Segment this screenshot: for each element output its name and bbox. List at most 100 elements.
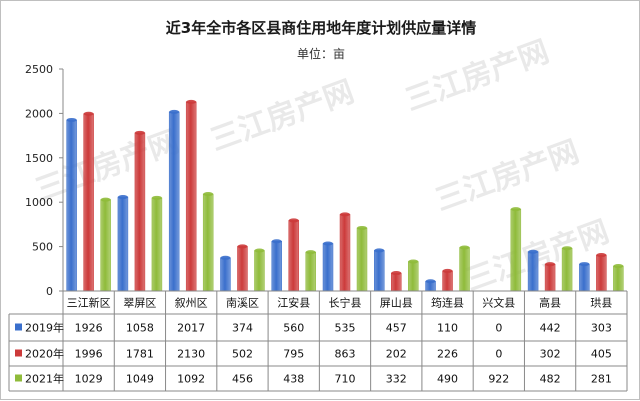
chart-title: 近3年全市各区县商住用地年度计划供应量详情 <box>165 19 477 37</box>
category-label: 屏山县 <box>380 297 413 310</box>
bar-cap <box>459 245 470 250</box>
y-tick-label: 1000 <box>25 196 53 209</box>
bar-cap <box>186 99 197 104</box>
bar <box>374 250 385 292</box>
bar-cap <box>442 268 453 273</box>
bar <box>544 263 556 292</box>
bar-cap <box>151 195 162 200</box>
bar <box>339 214 351 292</box>
table-cell: 795 <box>283 348 304 361</box>
category-label: 高县 <box>539 296 561 310</box>
category-label: 南溪区 <box>226 297 259 310</box>
bar <box>527 251 539 292</box>
bar <box>391 272 402 292</box>
bar-cap <box>288 218 299 223</box>
bar <box>561 247 573 292</box>
legend-swatch <box>15 374 22 382</box>
bar <box>220 257 231 292</box>
table-cell: 302 <box>540 348 561 361</box>
bar-cap <box>562 246 573 251</box>
bar-cap <box>254 248 265 253</box>
table-cell: 202 <box>386 348 407 361</box>
category-label: 长宁县 <box>329 296 362 310</box>
table-cell: 535 <box>335 322 356 335</box>
table-cell: 1996 <box>75 348 103 361</box>
bar-cap <box>305 250 316 255</box>
bar-cap <box>134 130 145 135</box>
bar <box>271 241 282 292</box>
table-cell: 1058 <box>126 322 154 335</box>
table-cell: 303 <box>591 322 612 335</box>
bar <box>117 196 129 292</box>
bar <box>408 261 419 292</box>
bar-cap <box>66 117 77 122</box>
table-cell: 2017 <box>177 322 205 335</box>
table-cell: 110 <box>437 322 458 335</box>
category-label: 兴文县 <box>482 296 515 310</box>
bar-cap <box>510 207 521 212</box>
bar <box>288 220 299 292</box>
bar <box>66 119 77 292</box>
bar <box>134 132 146 292</box>
bar-cap <box>374 248 385 253</box>
y-tick-label: 1500 <box>25 152 53 165</box>
table-cell: 438 <box>283 373 304 386</box>
legend-label: 2021年 <box>25 372 64 386</box>
y-tick-label: 500 <box>32 241 53 254</box>
legend-swatch <box>15 323 22 331</box>
bar <box>579 263 590 292</box>
bar-cap <box>425 279 436 284</box>
bar <box>254 250 265 292</box>
legend-label: 2020年 <box>25 347 64 361</box>
table-cell: 1049 <box>126 373 154 386</box>
legend-swatch <box>15 349 22 357</box>
bar <box>356 227 368 292</box>
bar <box>185 101 197 292</box>
table-cell: 226 <box>437 348 458 361</box>
bar <box>510 208 522 292</box>
bar-cap <box>100 197 111 202</box>
chart-subtitle: 单位：亩 <box>296 47 345 61</box>
bar <box>202 193 214 292</box>
category-label: 叙州区 <box>175 296 208 310</box>
table-cell: 2130 <box>177 348 205 361</box>
bar <box>322 243 334 292</box>
bar-cap <box>340 212 350 217</box>
bar <box>100 199 111 292</box>
table-cell: 1029 <box>75 373 103 386</box>
y-tick-label: 2000 <box>25 107 53 120</box>
bar <box>305 251 316 292</box>
bar-cap <box>271 239 282 244</box>
bar-cap <box>596 253 607 258</box>
bar-cap <box>117 195 128 200</box>
bar-cap <box>357 225 367 230</box>
table-cell: 0 <box>495 348 502 361</box>
table-cell: 405 <box>591 348 612 361</box>
bar <box>613 265 624 292</box>
bar-cap <box>528 249 539 254</box>
table-cell: 1092 <box>177 373 205 386</box>
table-cell: 456 <box>232 373 253 386</box>
legend-label: 2019年 <box>25 321 64 335</box>
bar-cap <box>169 109 180 114</box>
bar-cap <box>237 244 248 249</box>
bar-cap <box>408 259 419 264</box>
table-cell: 1926 <box>75 322 103 335</box>
bar-cap <box>391 271 402 276</box>
category-label: 筠连县 <box>431 296 464 310</box>
bar-cap <box>613 264 624 269</box>
table-cell: 0 <box>495 322 502 335</box>
y-tick-label: 2500 <box>25 63 53 76</box>
bar-cap <box>579 262 590 267</box>
table-cell: 457 <box>386 322 407 335</box>
category-label: 翠屏区 <box>123 297 156 310</box>
bar-cap <box>545 262 556 267</box>
bar <box>459 247 470 292</box>
bar <box>168 111 180 292</box>
table-cell: 502 <box>232 348 253 361</box>
y-tick-label: 0 <box>46 285 53 298</box>
bar <box>596 254 607 292</box>
bar <box>151 197 163 292</box>
category-label: 珙县 <box>590 296 612 310</box>
